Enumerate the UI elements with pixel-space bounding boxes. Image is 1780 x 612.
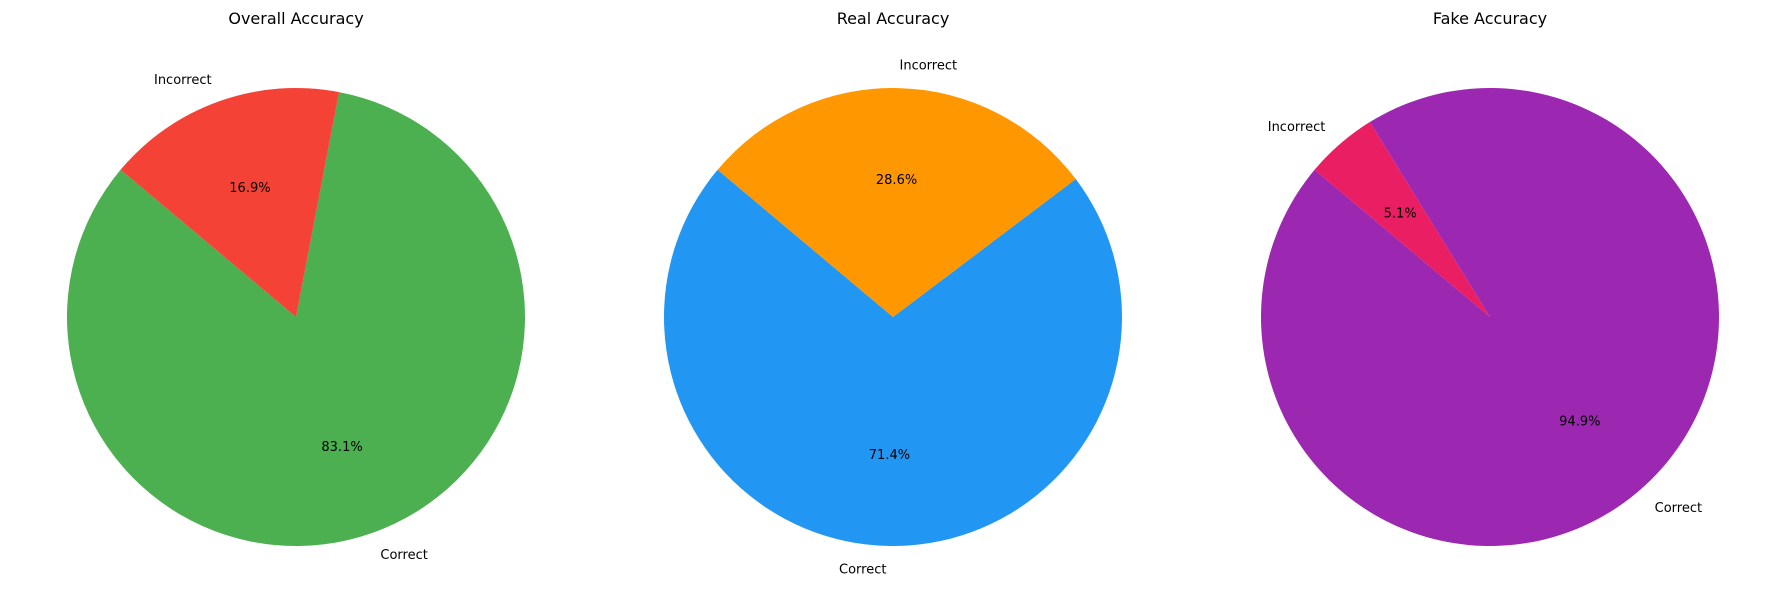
chart-fake: Fake Accuracy Correct 94.9% Incorrect 5.1% <box>1261 9 1720 546</box>
chart-real: Real Accuracy Correct 71.4% Incorrect 28.6% <box>663 9 1122 577</box>
chart-title: Overall Accuracy <box>228 9 363 28</box>
slice-label: Incorrect <box>154 73 212 88</box>
slice-percentage-label: 16.9% <box>229 181 270 196</box>
slice-percentage-label: 83.1% <box>321 440 362 455</box>
chart-overall: Overall Accuracy Correct 83.1% Incorrect 16… <box>67 9 525 563</box>
pie-slice-correct <box>67 92 525 547</box>
pie-slice-incorrect <box>717 88 1076 318</box>
slice-label: Correct <box>380 548 427 563</box>
slice-label: Incorrect <box>900 59 958 74</box>
slice-label: Incorrect <box>1268 120 1326 135</box>
slice-percentage-label: 94.9% <box>1559 414 1600 429</box>
slice-percentage-label: 28.6% <box>876 173 917 188</box>
slice-percentage-label: 5.1% <box>1384 207 1417 222</box>
chart-title: Fake Accuracy <box>1433 9 1547 28</box>
slice-percentage-label: 71.4% <box>869 448 910 463</box>
slice-label: Correct <box>839 562 886 577</box>
pie-slice-correct <box>663 169 1122 547</box>
chart-title: Real Accuracy <box>837 9 950 28</box>
pie-slice-incorrect <box>1314 122 1490 317</box>
pie-slice-incorrect <box>120 88 340 318</box>
slice-label: Correct <box>1655 501 1702 516</box>
pie-slice-correct <box>1261 87 1720 546</box>
